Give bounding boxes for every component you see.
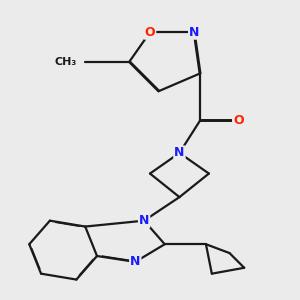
Text: CH₃: CH₃: [54, 57, 76, 67]
Text: O: O: [233, 114, 244, 127]
Text: N: N: [130, 255, 140, 268]
Text: N: N: [189, 26, 200, 39]
Text: N: N: [139, 214, 149, 227]
Text: N: N: [174, 146, 184, 159]
Text: O: O: [145, 26, 155, 39]
